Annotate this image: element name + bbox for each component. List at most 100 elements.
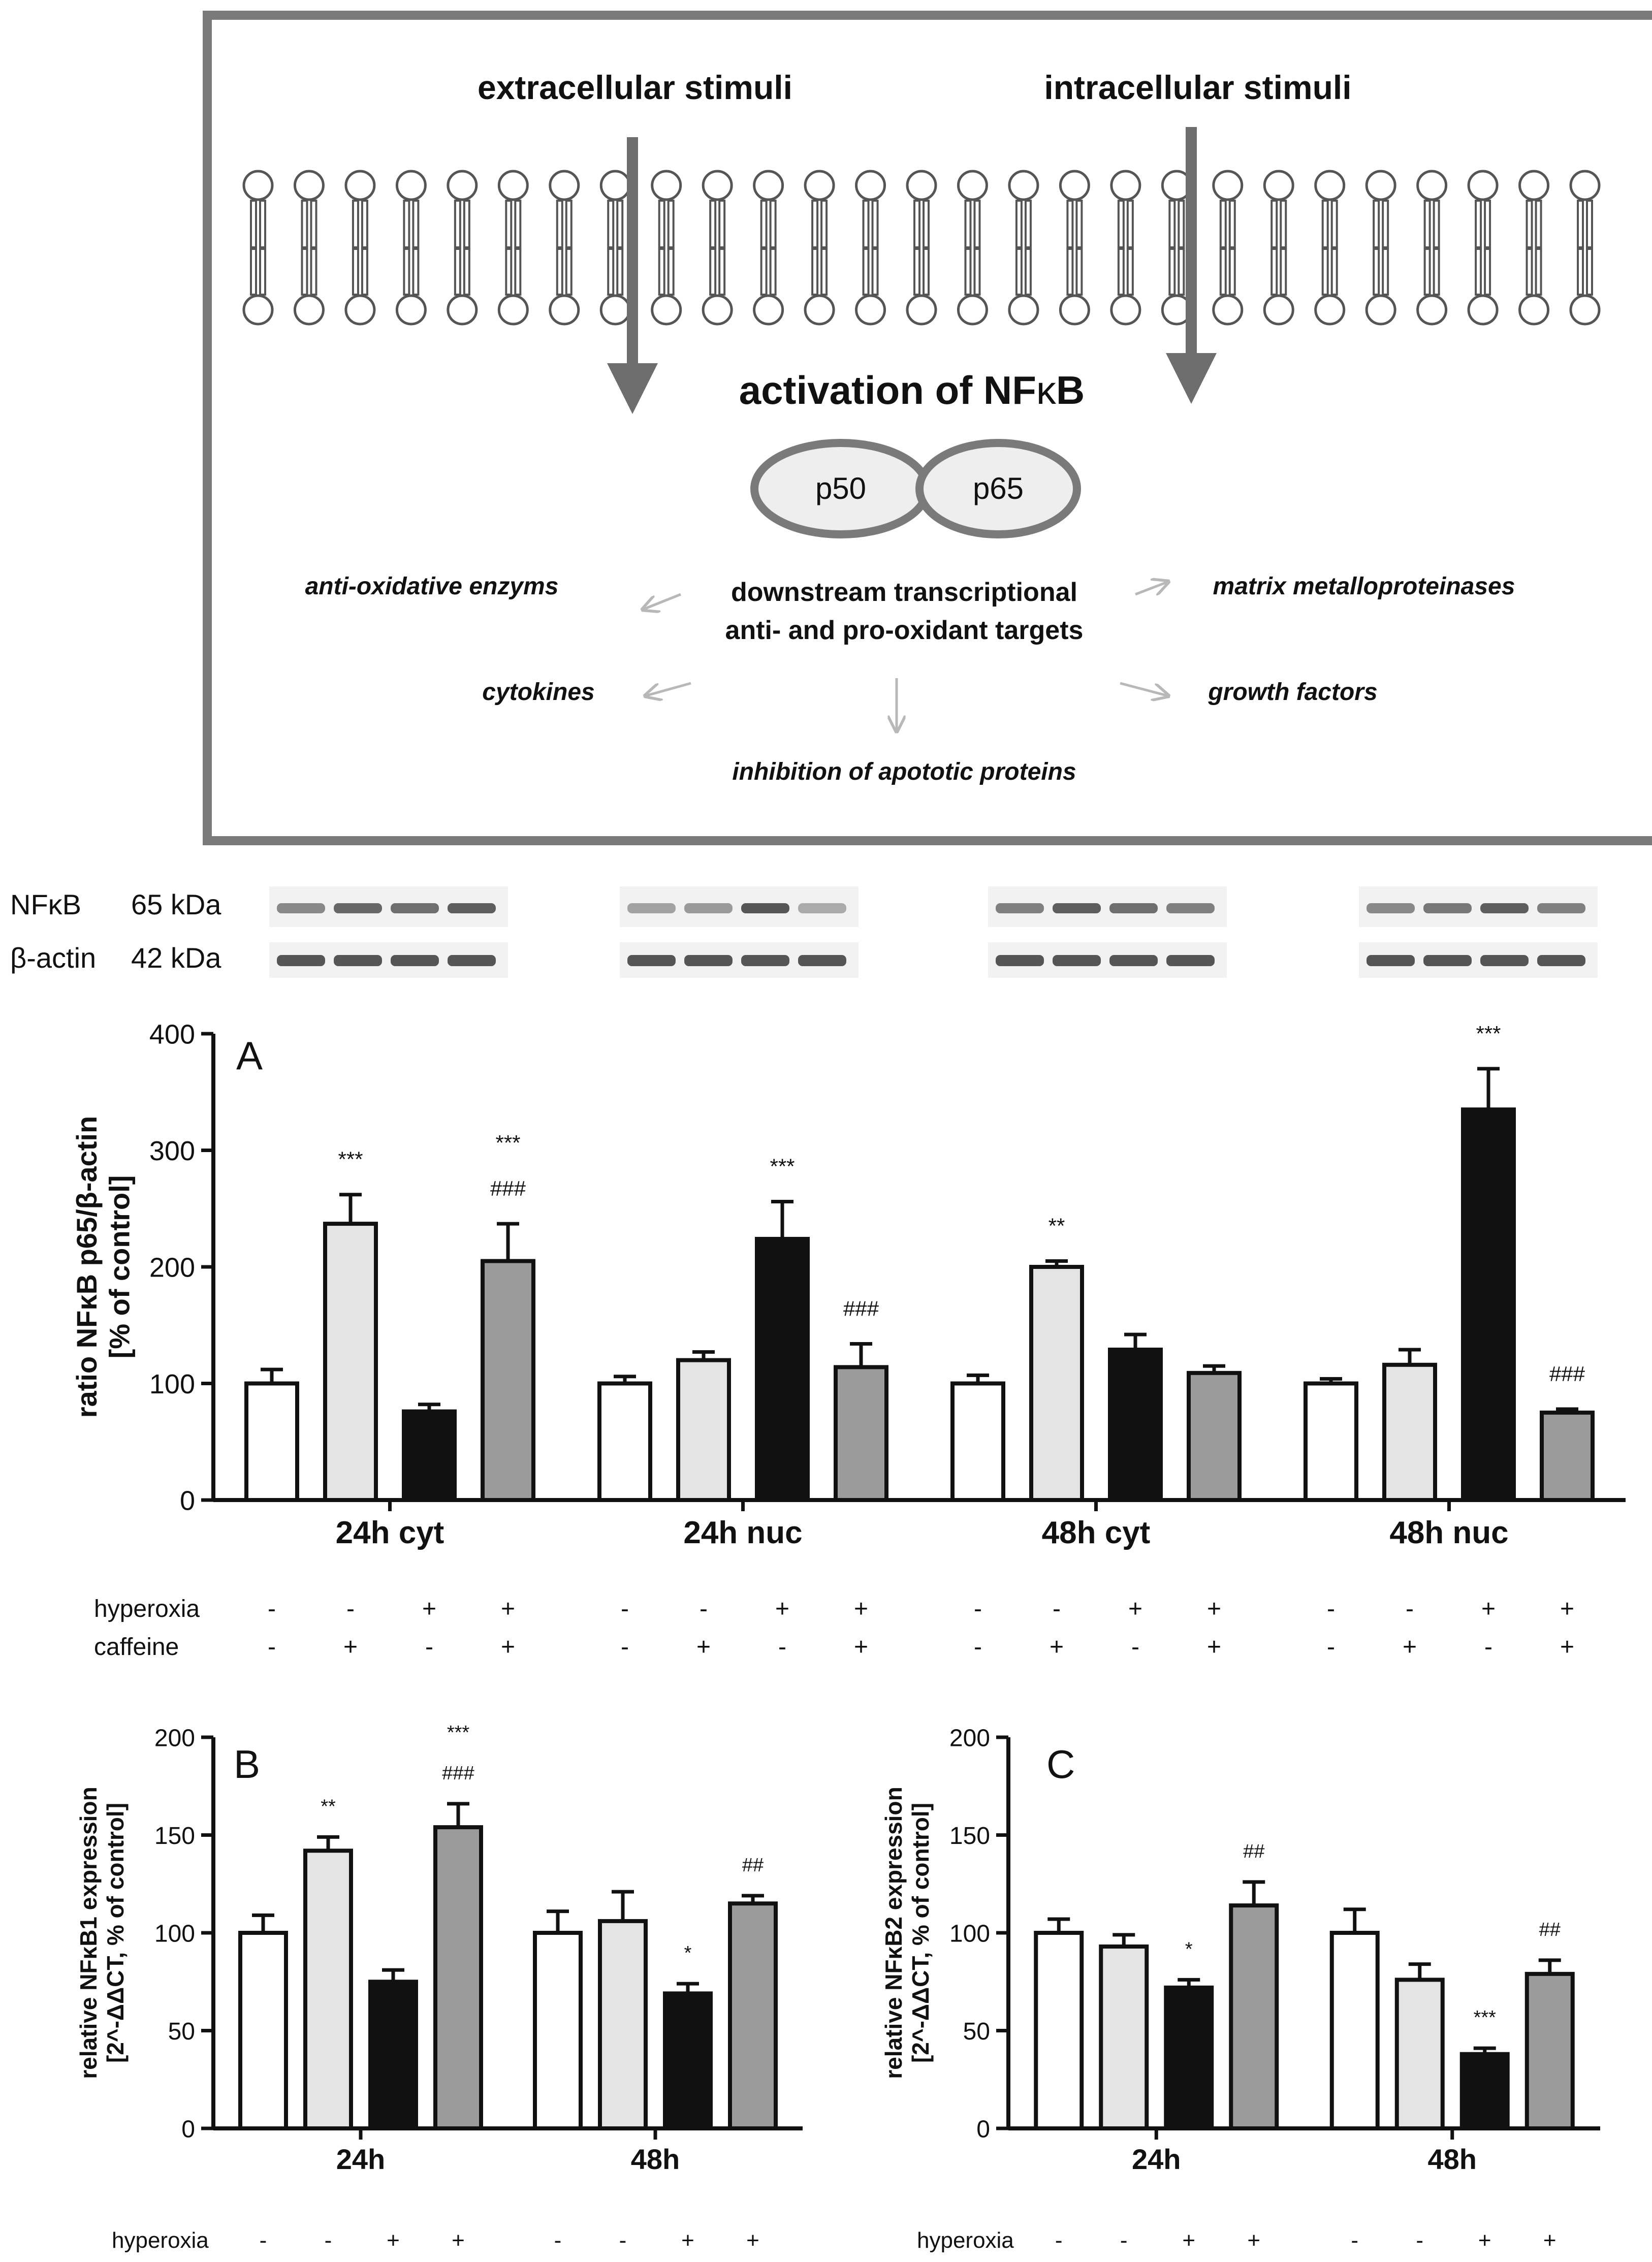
nfkb-band [741,903,789,913]
phospholipid-pair [395,170,427,326]
phospholipid-pair [1059,170,1090,326]
bar [1099,1944,1149,2130]
lipid-tail-top [1219,200,1227,248]
lipid-head-top [1569,170,1601,201]
lipid-head-bottom [1569,294,1601,326]
x-group-label: 24h [1132,2143,1181,2175]
blot-group [1359,886,1598,978]
lipid-head-top [1212,170,1244,201]
lipid-head-top [804,170,835,201]
caffeine-sign: - [778,1634,786,1661]
lipid-head-top [651,170,682,201]
lipid-tail-top [1228,200,1236,248]
lipid-tail-top [1577,200,1584,248]
y-axis-label-line-1: relative NFκB1 expression [75,1787,102,2079]
western-blot: NFκB 65 kDa β-actin 42 kDa [10,886,1598,978]
caffeine-sign: - [425,1634,433,1661]
lipid-tail-bottom [1015,248,1023,296]
x-group-label: 48h nuc [1389,1515,1508,1550]
actin-band [684,955,733,966]
target-cytokines: cytokines [482,679,594,706]
schematic-frame [203,11,1652,845]
actin-band [448,955,496,966]
lipid-tail-bottom [1066,248,1074,296]
targets-line-2: anti- and pro-oxidant targets [725,616,1084,645]
caffeine-sign: - [974,1634,982,1661]
lipid-head-bottom [651,294,682,326]
significance-marker: ## [742,1855,764,1876]
lipid-tail-top [1015,200,1023,248]
lipid-head-top [1110,170,1141,201]
caffeine-sign: - [1327,1634,1335,1661]
lipid-tail-top [1321,200,1329,248]
significance-marker: ### [843,1296,879,1320]
lipid-tail-bottom [1178,248,1185,296]
lipid-tail-bottom [1433,248,1440,296]
hyperoxia-sign: + [746,2228,759,2253]
hyperoxia-row-label: hyperoxia [94,1596,200,1622]
lipid-tail-bottom [310,248,317,296]
nfkb-band [277,903,325,913]
nfkb-band [684,903,733,913]
lipid-head-top [1467,170,1499,201]
lipid-tail-bottom [769,248,777,296]
lipid-head-bottom [906,294,937,326]
lipid-tail-bottom [607,248,615,296]
nfkb-band [798,903,846,913]
phospholipid-pair [1110,170,1141,326]
panel-letter: B [234,1742,260,1787]
lipid-head-top [702,170,733,201]
lipid-tail-bottom [565,248,573,296]
bar [1164,1985,1214,2131]
lipid-tail-bottom [811,248,819,296]
x-group-label: 24h nuc [683,1515,802,1550]
lipid-head-bottom [1467,294,1499,326]
bar [1329,1931,1380,2130]
lipid-tail-top [1066,200,1074,248]
significance-marker: *** [338,1148,363,1171]
nfkb-band [1423,903,1472,913]
lipid-tail-top [1475,200,1482,248]
y-axis-label-line-2: [% of control] [103,1175,135,1359]
lipid-tail-top [301,200,308,248]
caffeine-sign: - [1185,2261,1193,2262]
p65-label: p65 [973,471,1024,505]
caffeine-sign: - [1131,1634,1139,1661]
lipid-tail-bottom [1280,248,1287,296]
lipid-head-top [293,170,325,201]
lipid-tail-bottom [361,248,368,296]
y-axis-label-line-1: relative NFκB2 expression [880,1787,907,2079]
nfkb-row-label: NFκB [10,888,81,920]
actin-kda-label: 42 kDa [131,942,221,974]
lipid-tail-top [760,200,768,248]
actin-band [277,955,325,966]
lipid-head-bottom [1416,294,1448,326]
bar [1459,2052,1510,2130]
phospholipid-pair [1008,170,1039,326]
lipid-tail-top [1423,200,1431,248]
lipid-head-bottom [957,294,988,326]
lipid-tail-top [1270,200,1278,248]
lipid-head-bottom [1314,294,1346,326]
nfkb-band [1109,903,1158,913]
lipid-tail-bottom [514,248,522,296]
lipid-tail-top [1280,200,1287,248]
hyperoxia-sign: + [1543,2228,1556,2253]
actin-band [1480,955,1529,966]
caffeine-sign: - [1481,2261,1488,2262]
y-tick-label: 50 [963,2018,990,2045]
intracellular-stimuli-label: intracellular stimuli [1044,69,1351,106]
lipid-tail-bottom [923,248,930,296]
lipid-tail-bottom [1117,248,1125,296]
x-group-label: 48h cyt [1042,1515,1151,1550]
lipid-tail-top [361,200,368,248]
arrow-to-antioxidative [643,593,681,610]
hyperoxia-sign: + [501,1596,515,1622]
bar [303,1849,353,2131]
phospholipid-pair [447,170,478,326]
caffeine-sign: + [616,2261,629,2262]
y-tick-label: 200 [154,1725,195,1751]
hyperoxia-sign: + [1207,1596,1221,1622]
phospholipid-pair [1263,170,1294,326]
